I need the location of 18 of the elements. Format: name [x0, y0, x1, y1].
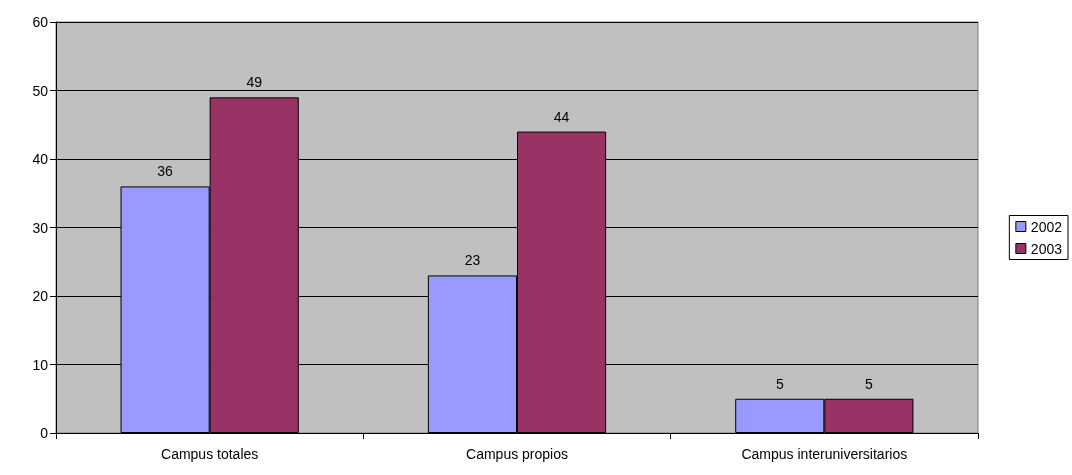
legend-label: 2002 — [1030, 218, 1063, 235]
data-label: 23 — [464, 252, 481, 269]
legend-label: 2003 — [1030, 240, 1063, 257]
data-label: 44 — [553, 108, 570, 125]
y-tick-label: 10 — [32, 356, 49, 373]
data-label: 49 — [246, 74, 263, 91]
y-tick-label: 40 — [32, 151, 49, 167]
y-tick-label: 60 — [32, 14, 49, 30]
x-tick-label: Campus propios — [466, 446, 568, 462]
data-label: 5 — [865, 375, 873, 392]
y-tick-label: 20 — [32, 288, 49, 304]
y-tick-label: 50 — [32, 82, 49, 99]
data-label: 36 — [157, 163, 174, 180]
x-tick-label: Campus totales — [161, 446, 259, 462]
y-tick-label: 0 — [40, 425, 49, 441]
x-tick-label: Campus interuniversitarios — [741, 446, 908, 462]
y-tick-label: 30 — [32, 219, 49, 236]
data-label: 5 — [775, 375, 784, 392]
